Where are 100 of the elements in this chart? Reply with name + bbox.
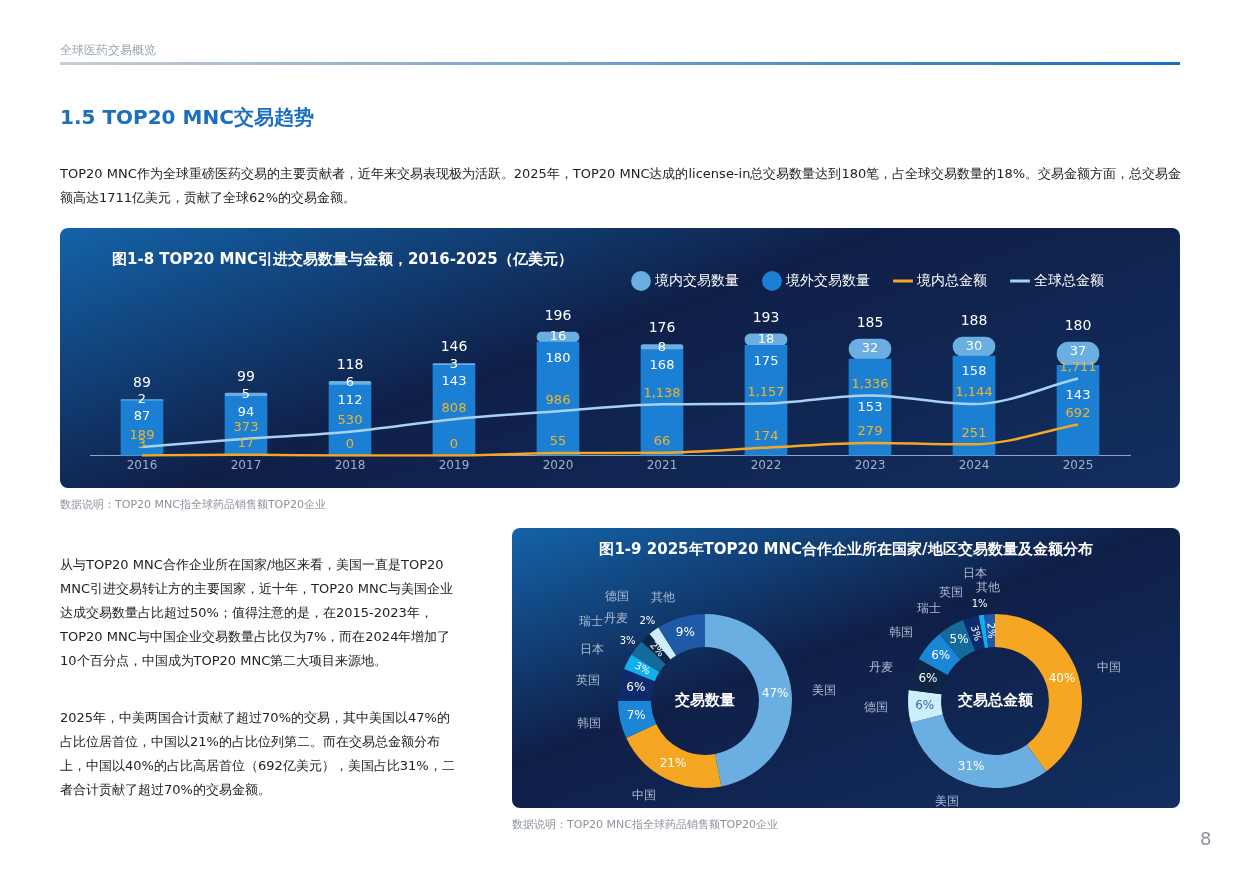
data-label: 6%	[915, 697, 935, 712]
total-label: 196	[544, 306, 572, 323]
data-label: 30	[965, 337, 983, 353]
data-label: 808	[441, 399, 467, 415]
data-label: 180	[545, 349, 571, 365]
text: 1.5 TOP20 MNC交易趋势	[60, 104, 314, 131]
x-tick-label: 2021	[646, 457, 678, 472]
data-label: 18	[757, 330, 775, 346]
text: 交易数量	[674, 690, 735, 709]
slice-label: 丹麦	[869, 660, 894, 675]
slice-label: 韩国	[576, 716, 601, 731]
x-tick-label: 2025	[1062, 457, 1094, 472]
slice-label: 其他	[651, 590, 676, 605]
data-label: 373	[233, 419, 259, 435]
data-label: 31%	[957, 759, 985, 774]
data-label: 37	[1069, 342, 1087, 358]
data-label: 5%	[949, 632, 969, 647]
x-tick-label: 2019	[438, 457, 470, 472]
data-label: 87	[133, 408, 151, 424]
slice-label: 日本	[962, 565, 987, 580]
data-label: 3%	[633, 659, 653, 677]
data-label: 112	[337, 392, 363, 408]
data-label: 251	[961, 424, 987, 440]
data-label: 143	[1065, 386, 1091, 402]
total-label: 146	[440, 338, 468, 355]
x-tick-label: 2018	[334, 457, 366, 472]
legend-label: 境内交易数量	[654, 271, 739, 288]
slice-label: 英国	[575, 673, 600, 688]
legend-label: 境外交易数量	[785, 271, 870, 288]
data-label: 3%	[619, 634, 636, 646]
slice-label: 中国	[632, 788, 657, 803]
total-label: 89	[133, 374, 151, 391]
slice-label: 美国	[934, 793, 959, 808]
data-label: 153	[857, 398, 883, 414]
x-tick-label: 2024	[958, 457, 990, 472]
data-label: 692	[1065, 404, 1091, 420]
slice-label: 瑞士	[916, 601, 941, 616]
x-tick-label: 2023	[854, 457, 886, 472]
x-tick-label: 2020	[542, 457, 574, 472]
data-label: 6%	[931, 648, 951, 663]
data-label: 158	[961, 363, 987, 379]
slice-label: 丹麦	[603, 610, 628, 625]
data-label: 9%	[675, 625, 695, 640]
data-label: 94	[237, 403, 255, 419]
data-label: 55	[549, 433, 567, 449]
total-label: 188	[960, 311, 988, 328]
data-label: 66	[653, 433, 671, 448]
data-label: 1%	[971, 597, 988, 609]
data-label: 143	[441, 372, 467, 388]
data-label: 1,144	[955, 384, 993, 400]
data-label: 21%	[659, 755, 687, 770]
text: 数据说明：TOP20 MNC指全球药品销售额TOP20企业	[512, 817, 778, 832]
data-label: 7%	[626, 708, 646, 723]
legend-label: 全球总金额	[1034, 271, 1104, 288]
data-label: 5	[241, 386, 251, 402]
total-label: 176	[648, 319, 676, 336]
text: 交易总金额	[956, 690, 1034, 709]
x-tick-label: 2017	[230, 457, 262, 472]
slice-label: 瑞士	[579, 614, 604, 629]
data-label: 279	[857, 423, 883, 439]
text: TOP20 MNC作为全球重磅医药交易的主要贡献者，近年来交易表现极为活跃。2025年，TOP20 MNC达成的license-in总交易数量达到180笔，占全球交易数量的18%。交易金额方面，总交易金额高达1711亿美元，贡献了全球62%的交易金额。	[60, 165, 1183, 207]
total-label: 185	[856, 313, 884, 330]
data-label: 16	[549, 328, 567, 344]
data-label: 2%	[985, 622, 998, 639]
text: 从与TOP20 MNC合作企业所在国家/地区来看，美国一直是TOP20 MNC引进交易转让方的主要国家，近十年，TOP20 MNC与美国企业达成交易数量占比超过50%；值得注意的是，在2015-2023年，TOP20 MNC与中国企业交易数量占比仅为7%，而在2024年增加了10个百分点，中国成为TOP20 MNC第二大项目来源地。	[60, 556, 454, 670]
slice-label: 日本	[580, 641, 605, 656]
total-label: 193	[752, 308, 780, 325]
total-label: 99	[237, 367, 255, 384]
data-label: 0	[345, 435, 355, 451]
text: 2025年，中美两国合计贡献了超过70%的交易，其中美国以47%的占比位居首位，中国以21%的占比位列第二。而在交易总金额分布上，中国以40%的占比高居首位（692亿美元），美国占比31%，二者合计贡献了超过70%的交易金额。	[60, 709, 456, 799]
data-label: 32	[861, 340, 879, 356]
text: 全球医药交易概览	[60, 42, 156, 59]
data-label: 174	[753, 428, 779, 444]
data-label: 3%	[968, 623, 984, 643]
chart-title: 图1-8 TOP20 MNC引进交易数量与金额，2016-2025（亿美元）	[112, 250, 573, 269]
data-label: 47%	[761, 686, 789, 701]
data-label: 2%	[639, 615, 656, 627]
total-label: 180	[1064, 316, 1092, 333]
data-label: 986	[545, 391, 571, 407]
data-label: 2%	[647, 639, 667, 659]
data-label: 175	[753, 352, 779, 368]
data-label: 6%	[626, 679, 646, 694]
total-label: 118	[336, 355, 364, 372]
slice-label: 其他	[975, 580, 1000, 595]
slice-label: 韩国	[888, 624, 913, 639]
data-label: 1,138	[643, 384, 681, 400]
data-label: 1,157	[747, 383, 785, 399]
data-label: 6%	[918, 671, 938, 686]
chart-title: 图1-9 2025年TOP20 MNC合作企业所在国家/地区交易数量及金额分布	[598, 540, 1094, 559]
data-label: 168	[649, 357, 675, 373]
legend-label: 境内总金额	[916, 271, 987, 288]
data-label: 40%	[1048, 671, 1076, 686]
data-label: 530	[337, 412, 363, 428]
slice-label: 英国	[939, 584, 964, 599]
data-label: 17	[237, 435, 255, 451]
slice-label: 美国	[811, 683, 836, 698]
data-label: 0	[449, 435, 459, 451]
data-label: 3	[449, 355, 459, 371]
x-tick-label: 2016	[126, 457, 158, 472]
slice-label: 德国	[864, 699, 889, 714]
